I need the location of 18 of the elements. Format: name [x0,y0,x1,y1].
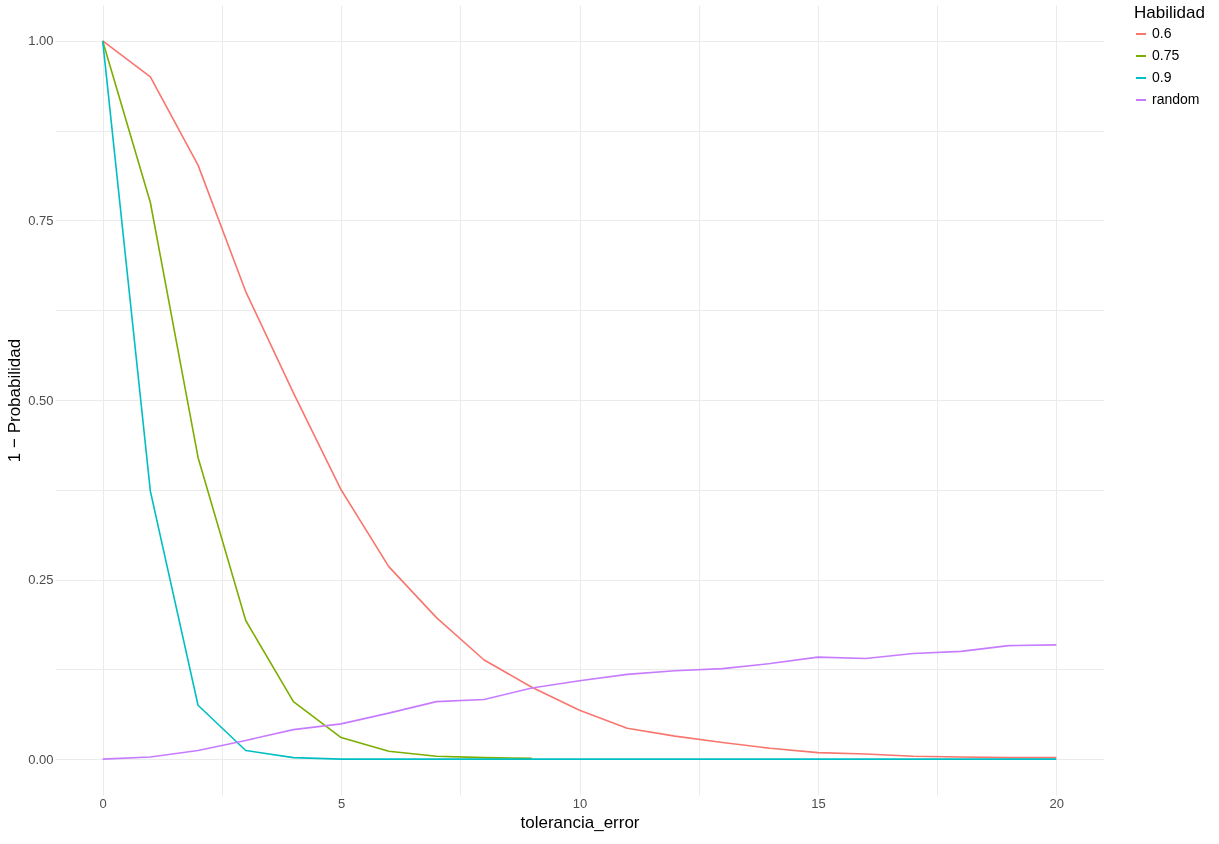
line-series [101,644,1058,760]
y-tick-label: 0.25 [28,572,54,588]
x-tick-label: 20 [1049,795,1065,811]
y-axis-title: 1 − Probabilidad [5,338,25,463]
legend-label: 0.6 [1152,25,1172,41]
x-tick-label: 5 [337,795,346,811]
y-tick-label: 0.00 [28,751,54,767]
x-axis-title: tolerancia_error [520,812,640,832]
x-tick-label: 10 [572,795,588,811]
x-tick-label: 0 [99,795,107,811]
y-tick-label: 0.50 [28,392,54,408]
y-tick-label: 0.75 [28,212,54,228]
x-tick-label: 15 [811,795,826,811]
legend-label: 0.75 [1152,47,1180,63]
legend-label: 0.9 [1152,69,1172,85]
legend-title: Habilidad [1134,3,1205,22]
legend-label: random [1152,91,1200,107]
y-tick-label: 1.00 [28,33,54,49]
